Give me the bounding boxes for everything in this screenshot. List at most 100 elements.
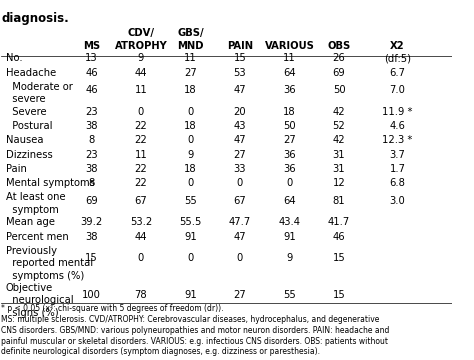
- Text: 6.8: 6.8: [390, 178, 405, 188]
- Text: 0: 0: [237, 253, 243, 263]
- Text: 8: 8: [88, 135, 94, 145]
- Text: Mean age: Mean age: [6, 217, 55, 228]
- Text: 47: 47: [234, 85, 246, 95]
- Text: (df:5): (df:5): [384, 53, 411, 63]
- Text: 41.7: 41.7: [328, 217, 350, 228]
- Text: Nausea: Nausea: [6, 135, 44, 145]
- Text: At least one
  symptom: At least one symptom: [6, 193, 65, 215]
- Text: VARIOUS: VARIOUS: [264, 41, 314, 51]
- Text: Severe: Severe: [6, 107, 46, 117]
- Text: painful muscular or skeletal disorders. VARIOUS: e.g. infectious CNS disorders. : painful muscular or skeletal disorders. …: [1, 337, 388, 346]
- Text: 12.3 *: 12.3 *: [383, 135, 413, 145]
- Text: 38: 38: [85, 121, 98, 131]
- Text: 100: 100: [82, 290, 101, 300]
- Text: 47: 47: [234, 232, 246, 242]
- Text: 36: 36: [283, 150, 296, 160]
- Text: 46: 46: [333, 232, 346, 242]
- Text: 38: 38: [85, 164, 98, 174]
- Text: 15: 15: [85, 253, 98, 263]
- Text: 46: 46: [85, 85, 98, 95]
- Text: CNS disorders. GBS/MND: various polyneuropathies and motor neuron disorders. PAI: CNS disorders. GBS/MND: various polyneur…: [1, 326, 390, 335]
- Text: No.: No.: [6, 53, 23, 63]
- Text: 0: 0: [286, 178, 292, 188]
- Text: 53.2: 53.2: [130, 217, 152, 228]
- Text: 26: 26: [333, 53, 346, 63]
- Text: Previously
  reported mental
  symptoms (%): Previously reported mental symptoms (%): [6, 246, 93, 281]
- Text: 0: 0: [187, 135, 193, 145]
- Text: Pain: Pain: [6, 164, 27, 174]
- Text: Headache: Headache: [6, 68, 56, 78]
- Text: 8: 8: [88, 178, 94, 188]
- Text: 11: 11: [283, 53, 296, 63]
- Text: 9: 9: [187, 150, 194, 160]
- Text: 23: 23: [85, 107, 98, 117]
- Text: 91: 91: [184, 290, 197, 300]
- Text: 22: 22: [135, 121, 147, 131]
- Text: 0: 0: [187, 178, 193, 188]
- Text: OBS: OBS: [328, 41, 351, 51]
- Text: 67: 67: [234, 196, 246, 206]
- Text: 7.0: 7.0: [390, 85, 405, 95]
- Text: 36: 36: [283, 164, 296, 174]
- Text: 91: 91: [184, 232, 197, 242]
- Text: 36: 36: [283, 85, 296, 95]
- Text: 33: 33: [234, 164, 246, 174]
- Text: Dizziness: Dizziness: [6, 150, 53, 160]
- Text: 20: 20: [234, 107, 246, 117]
- Text: 22: 22: [135, 178, 147, 188]
- Text: CDV/: CDV/: [128, 28, 155, 38]
- Text: 38: 38: [85, 232, 98, 242]
- Text: MS: MS: [83, 41, 100, 51]
- Text: 3.0: 3.0: [390, 196, 405, 206]
- Text: 18: 18: [184, 121, 197, 131]
- Text: diagnosis.: diagnosis.: [1, 12, 69, 25]
- Text: 0: 0: [187, 253, 193, 263]
- Text: 4.6: 4.6: [390, 121, 405, 131]
- Text: Percent men: Percent men: [6, 232, 69, 242]
- Text: 55.5: 55.5: [179, 217, 201, 228]
- Text: 44: 44: [135, 232, 147, 242]
- Text: 9: 9: [138, 53, 144, 63]
- Text: 27: 27: [184, 68, 197, 78]
- Text: 50: 50: [333, 85, 346, 95]
- Text: 18: 18: [184, 164, 197, 174]
- Text: 6.7: 6.7: [390, 68, 406, 78]
- Text: 18: 18: [283, 107, 296, 117]
- Text: 91: 91: [283, 232, 296, 242]
- Text: 22: 22: [135, 135, 147, 145]
- Text: * p < 0.05 (x²: chi-square with 5 degrees of freedom (dr)).: * p < 0.05 (x²: chi-square with 5 degree…: [1, 305, 224, 314]
- Text: 31: 31: [333, 150, 346, 160]
- Text: 52: 52: [333, 121, 346, 131]
- Text: 3.7: 3.7: [390, 150, 405, 160]
- Text: 27: 27: [283, 135, 296, 145]
- Text: 12: 12: [333, 178, 346, 188]
- Text: 27: 27: [234, 290, 246, 300]
- Text: 0: 0: [237, 178, 243, 188]
- Text: 47: 47: [234, 135, 246, 145]
- Text: 55: 55: [184, 196, 197, 206]
- Text: 15: 15: [333, 253, 346, 263]
- Text: 42: 42: [333, 107, 346, 117]
- Text: definite neurological disorders (symptom diagnoses, e.g. dizziness or paresthesi: definite neurological disorders (symptom…: [1, 347, 320, 356]
- Text: 27: 27: [234, 150, 246, 160]
- Text: 43.4: 43.4: [279, 217, 301, 228]
- Text: 0: 0: [138, 253, 144, 263]
- Text: 64: 64: [283, 196, 296, 206]
- Text: Objective
  neurological
  signs (%): Objective neurological signs (%): [6, 283, 73, 318]
- Text: Mental symptoms: Mental symptoms: [6, 178, 95, 188]
- Text: 78: 78: [135, 290, 147, 300]
- Text: 0: 0: [187, 107, 193, 117]
- Text: 23: 23: [85, 150, 98, 160]
- Text: PAIN: PAIN: [227, 41, 253, 51]
- Text: 55: 55: [283, 290, 296, 300]
- Text: 69: 69: [333, 68, 346, 78]
- Text: 0: 0: [138, 107, 144, 117]
- Text: MS: multiple sclerosis. CVD/ATROPHY: Cerebrovascular diseases, hydrocephalus, an: MS: multiple sclerosis. CVD/ATROPHY: Cer…: [1, 315, 380, 324]
- Text: GBS/: GBS/: [177, 28, 204, 38]
- Text: Moderate or
  severe: Moderate or severe: [6, 82, 73, 104]
- Text: X2: X2: [390, 41, 405, 51]
- Text: 67: 67: [135, 196, 147, 206]
- Text: 15: 15: [333, 290, 346, 300]
- Text: 15: 15: [234, 53, 246, 63]
- Text: Postural: Postural: [6, 121, 53, 131]
